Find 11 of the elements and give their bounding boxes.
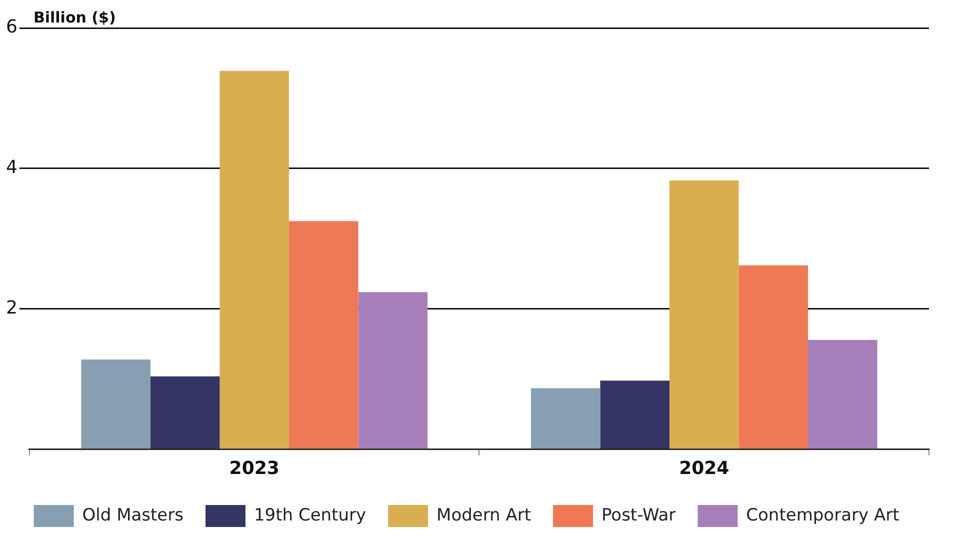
y-axis-title: Billion ($) xyxy=(33,8,116,26)
y-tick-label: 4 xyxy=(6,157,18,178)
legend-label: Post-War xyxy=(602,505,676,526)
legend-label: Contemporary Art xyxy=(746,505,900,526)
legend-label: Modern Art xyxy=(436,505,532,526)
y-tick-label: 2 xyxy=(6,298,18,319)
y-tick-label: 6 xyxy=(6,16,18,38)
legend-label: Old Masters xyxy=(82,505,184,526)
x-tick-label: 2024 xyxy=(679,458,730,479)
legend-label: 19th Century xyxy=(254,505,366,526)
x-tick-label: 2023 xyxy=(229,458,280,479)
